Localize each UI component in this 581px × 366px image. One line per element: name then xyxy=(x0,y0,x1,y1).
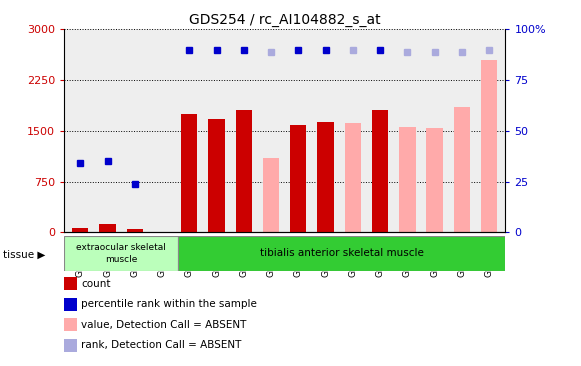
Text: tissue ▶: tissue ▶ xyxy=(3,249,45,259)
Bar xyxy=(399,127,415,232)
Bar xyxy=(236,110,252,232)
Text: count: count xyxy=(81,279,111,289)
Bar xyxy=(181,114,198,232)
Bar xyxy=(72,228,88,232)
Bar xyxy=(127,229,143,232)
Bar xyxy=(481,60,497,232)
Bar xyxy=(345,123,361,232)
Bar xyxy=(290,126,307,232)
Bar xyxy=(454,107,470,232)
Bar xyxy=(178,236,505,271)
Bar xyxy=(99,224,116,232)
Bar xyxy=(263,158,279,232)
Text: tibialis anterior skeletal muscle: tibialis anterior skeletal muscle xyxy=(260,249,424,258)
Bar xyxy=(426,128,443,232)
Bar xyxy=(317,122,333,232)
Bar xyxy=(209,119,225,232)
Text: rank, Detection Call = ABSENT: rank, Detection Call = ABSENT xyxy=(81,340,242,350)
Text: value, Detection Call = ABSENT: value, Detection Call = ABSENT xyxy=(81,320,247,330)
Text: extraocular skeletal
muscle: extraocular skeletal muscle xyxy=(76,243,166,264)
Bar xyxy=(372,110,388,232)
Bar xyxy=(64,236,178,271)
Text: GDS254 / rc_AI104882_s_at: GDS254 / rc_AI104882_s_at xyxy=(189,13,381,27)
Text: percentile rank within the sample: percentile rank within the sample xyxy=(81,299,257,309)
